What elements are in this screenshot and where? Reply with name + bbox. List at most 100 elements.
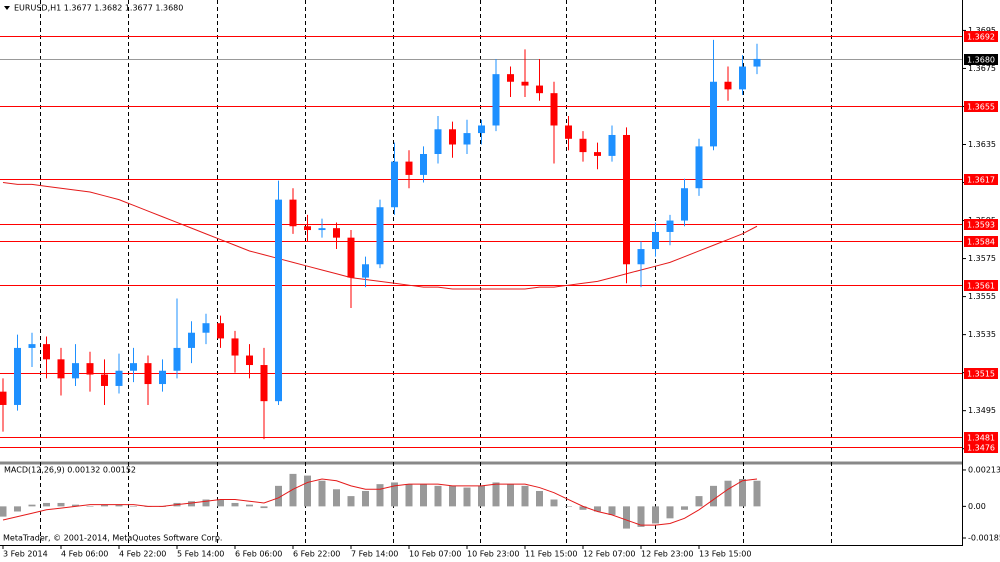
x-tick-label: 4 Feb 22:00	[119, 550, 166, 559]
candle-body	[753, 58, 761, 67]
macd-bar	[405, 484, 413, 507]
level-label: 1.3617	[967, 176, 995, 185]
level-label: 1.3584	[967, 238, 995, 247]
candle-body	[231, 338, 239, 356]
macd-bar	[565, 506, 572, 507]
macd-bar	[202, 499, 210, 507]
y-tick-label: 1.3675	[968, 64, 996, 73]
level-label: 1.3593	[967, 221, 995, 230]
macd-bar	[275, 485, 282, 507]
macd-bar	[14, 506, 21, 512]
macd-bar	[260, 506, 268, 509]
level-badge	[964, 236, 998, 247]
macd-bar	[623, 506, 630, 529]
candle-body	[289, 199, 297, 227]
candle-body	[521, 81, 529, 86]
level-badge	[964, 174, 998, 185]
candle-body	[681, 188, 688, 221]
level-label: 1.3692	[967, 33, 995, 42]
candle-body	[739, 66, 746, 90]
macd-bar	[521, 485, 529, 507]
macd-bar	[637, 506, 645, 527]
y-tick-label: -0.00185	[968, 533, 1000, 542]
candle-body	[333, 228, 340, 238]
candle-body	[376, 207, 384, 265]
macd-bar	[434, 485, 442, 507]
candle-body	[115, 370, 123, 386]
macd-bar	[43, 502, 50, 507]
candle-body	[463, 133, 471, 145]
level-label: 1.3481	[967, 434, 995, 443]
level-label: 1.3561	[967, 282, 995, 291]
level-label: 1.3476	[967, 444, 995, 453]
candle-body	[0, 391, 7, 405]
macd-bar	[304, 475, 311, 507]
candle-body	[478, 125, 485, 134]
level-badge	[964, 432, 998, 443]
y-tick-label: 0.00	[968, 502, 986, 511]
macd-bar	[362, 490, 369, 507]
level-badge	[964, 442, 998, 453]
candle-body	[391, 161, 398, 208]
candle-body	[14, 347, 21, 405]
candle-body	[434, 129, 442, 154]
macd-bar	[739, 479, 746, 507]
candle-body	[202, 323, 210, 333]
macd-bar	[115, 504, 123, 507]
candle-body	[130, 363, 137, 371]
candle-body	[362, 264, 369, 278]
x-tick-label: 12 Feb 07:00	[583, 550, 635, 559]
macd-bar	[0, 506, 7, 517]
candle-body	[565, 125, 572, 139]
macd-bar	[695, 496, 703, 507]
x-tick-label: 7 Feb 14:00	[351, 550, 398, 559]
macd-bar	[246, 504, 253, 507]
level-badge	[964, 368, 998, 379]
level-label: 1.3515	[967, 370, 995, 379]
candle-body	[507, 74, 514, 82]
footer: MetaTrader, © 2001-2014, MetaQuotes Soft…	[3, 534, 222, 543]
candle-body	[28, 344, 36, 348]
candle-body	[173, 347, 181, 371]
level-badge	[964, 101, 998, 112]
macd-bar	[28, 504, 36, 507]
macd-bar	[507, 484, 514, 507]
macd-bar	[463, 487, 471, 507]
level-badge	[964, 31, 998, 42]
y-tick-label: 1.3535	[968, 330, 996, 339]
macd-bar	[550, 499, 558, 507]
x-tick-label: 3 Feb 2014	[3, 550, 48, 559]
macd-bar	[289, 473, 297, 507]
candle-body	[492, 74, 500, 126]
y-tick-label: 0.00213	[968, 465, 1000, 474]
candle-body	[405, 161, 413, 175]
macd-bar	[101, 504, 108, 507]
candle-body	[347, 237, 355, 278]
macd-bar	[681, 506, 688, 510]
signal-line	[2, 478, 758, 526]
candle-body	[623, 134, 630, 265]
candle-body	[260, 365, 268, 402]
x-tick-label: 10 Feb 23:00	[467, 550, 519, 559]
macd-bar	[376, 484, 384, 507]
candle-body	[710, 81, 717, 147]
macd-bar	[492, 482, 500, 507]
candle-body	[579, 138, 587, 153]
candle-body	[57, 359, 65, 379]
candle-body	[275, 199, 282, 402]
candle-body	[304, 226, 311, 231]
macd-bar	[72, 504, 79, 507]
macd-bar	[536, 490, 543, 507]
candle-body	[101, 374, 108, 386]
macd-bar	[86, 506, 94, 507]
menu-triangle	[4, 6, 10, 10]
y-tick-label: 1.3575	[968, 254, 996, 263]
candle-body	[637, 249, 645, 265]
x-tick-label: 12 Feb 23:00	[641, 550, 693, 559]
macd-bar	[579, 506, 587, 510]
macd-bar	[188, 501, 195, 507]
candle-body	[666, 220, 674, 232]
candle-body	[86, 363, 94, 375]
candle-body	[695, 146, 703, 189]
y-tick-label: 1.3635	[968, 140, 996, 149]
